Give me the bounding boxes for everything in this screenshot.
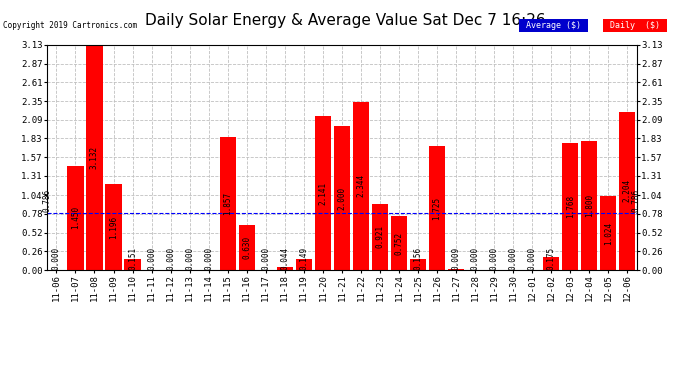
Bar	[562, 143, 578, 270]
Text: 0.156: 0.156	[413, 246, 422, 270]
Text: 0.000: 0.000	[490, 246, 499, 270]
Text: 1.800: 1.800	[585, 194, 594, 217]
Bar	[543, 257, 560, 270]
Text: 0.000: 0.000	[528, 246, 537, 270]
Text: 0.044: 0.044	[280, 246, 289, 270]
Bar	[600, 196, 616, 270]
Text: 0.000: 0.000	[52, 246, 61, 270]
Text: 3.132: 3.132	[90, 146, 99, 169]
Text: Daily Solar Energy & Average Value Sat Dec 7 16:26: Daily Solar Energy & Average Value Sat D…	[145, 13, 545, 28]
Bar	[296, 259, 312, 270]
Text: 0.000: 0.000	[204, 246, 213, 270]
Text: 2.141: 2.141	[318, 182, 327, 205]
Text: 0.000: 0.000	[185, 246, 194, 270]
Bar	[68, 166, 83, 270]
Bar	[391, 216, 407, 270]
Text: 2.344: 2.344	[357, 174, 366, 197]
Text: 1.768: 1.768	[566, 195, 575, 218]
Text: 0.000: 0.000	[147, 246, 156, 270]
Text: 1.450: 1.450	[71, 206, 80, 230]
Text: 1.196: 1.196	[109, 216, 118, 238]
Bar	[429, 146, 445, 270]
Bar	[315, 116, 331, 270]
Text: 2.204: 2.204	[623, 179, 632, 203]
Text: 0.752: 0.752	[395, 231, 404, 255]
Bar	[124, 259, 141, 270]
Text: 0.009: 0.009	[451, 246, 461, 270]
Text: Average ($): Average ($)	[521, 21, 586, 30]
Bar	[239, 225, 255, 270]
Text: 0.786: 0.786	[43, 189, 52, 212]
Bar	[372, 204, 388, 270]
Bar	[277, 267, 293, 270]
Bar	[353, 102, 369, 270]
Text: 2.000: 2.000	[337, 186, 346, 210]
Bar	[448, 269, 464, 270]
Text: 0.000: 0.000	[509, 246, 518, 270]
Text: 1.857: 1.857	[223, 192, 233, 215]
Text: 0.786: 0.786	[632, 189, 641, 212]
Bar	[410, 259, 426, 270]
Text: 1.024: 1.024	[604, 222, 613, 245]
Text: Copyright 2019 Cartronics.com: Copyright 2019 Cartronics.com	[3, 21, 137, 30]
Text: 0.000: 0.000	[471, 246, 480, 270]
Text: 0.000: 0.000	[262, 246, 270, 270]
Text: Daily  ($): Daily ($)	[605, 21, 665, 30]
Bar	[581, 141, 598, 270]
Text: 0.151: 0.151	[128, 246, 137, 270]
Bar	[86, 45, 103, 270]
Text: 0.149: 0.149	[299, 246, 308, 270]
Bar	[619, 112, 635, 270]
Text: 0.921: 0.921	[375, 225, 384, 249]
Bar	[334, 126, 350, 270]
Text: 0.000: 0.000	[166, 246, 175, 270]
Text: 0.175: 0.175	[546, 246, 555, 270]
Text: 1.725: 1.725	[433, 196, 442, 219]
Bar	[106, 184, 121, 270]
Bar	[219, 136, 236, 270]
Text: 0.630: 0.630	[242, 236, 251, 259]
